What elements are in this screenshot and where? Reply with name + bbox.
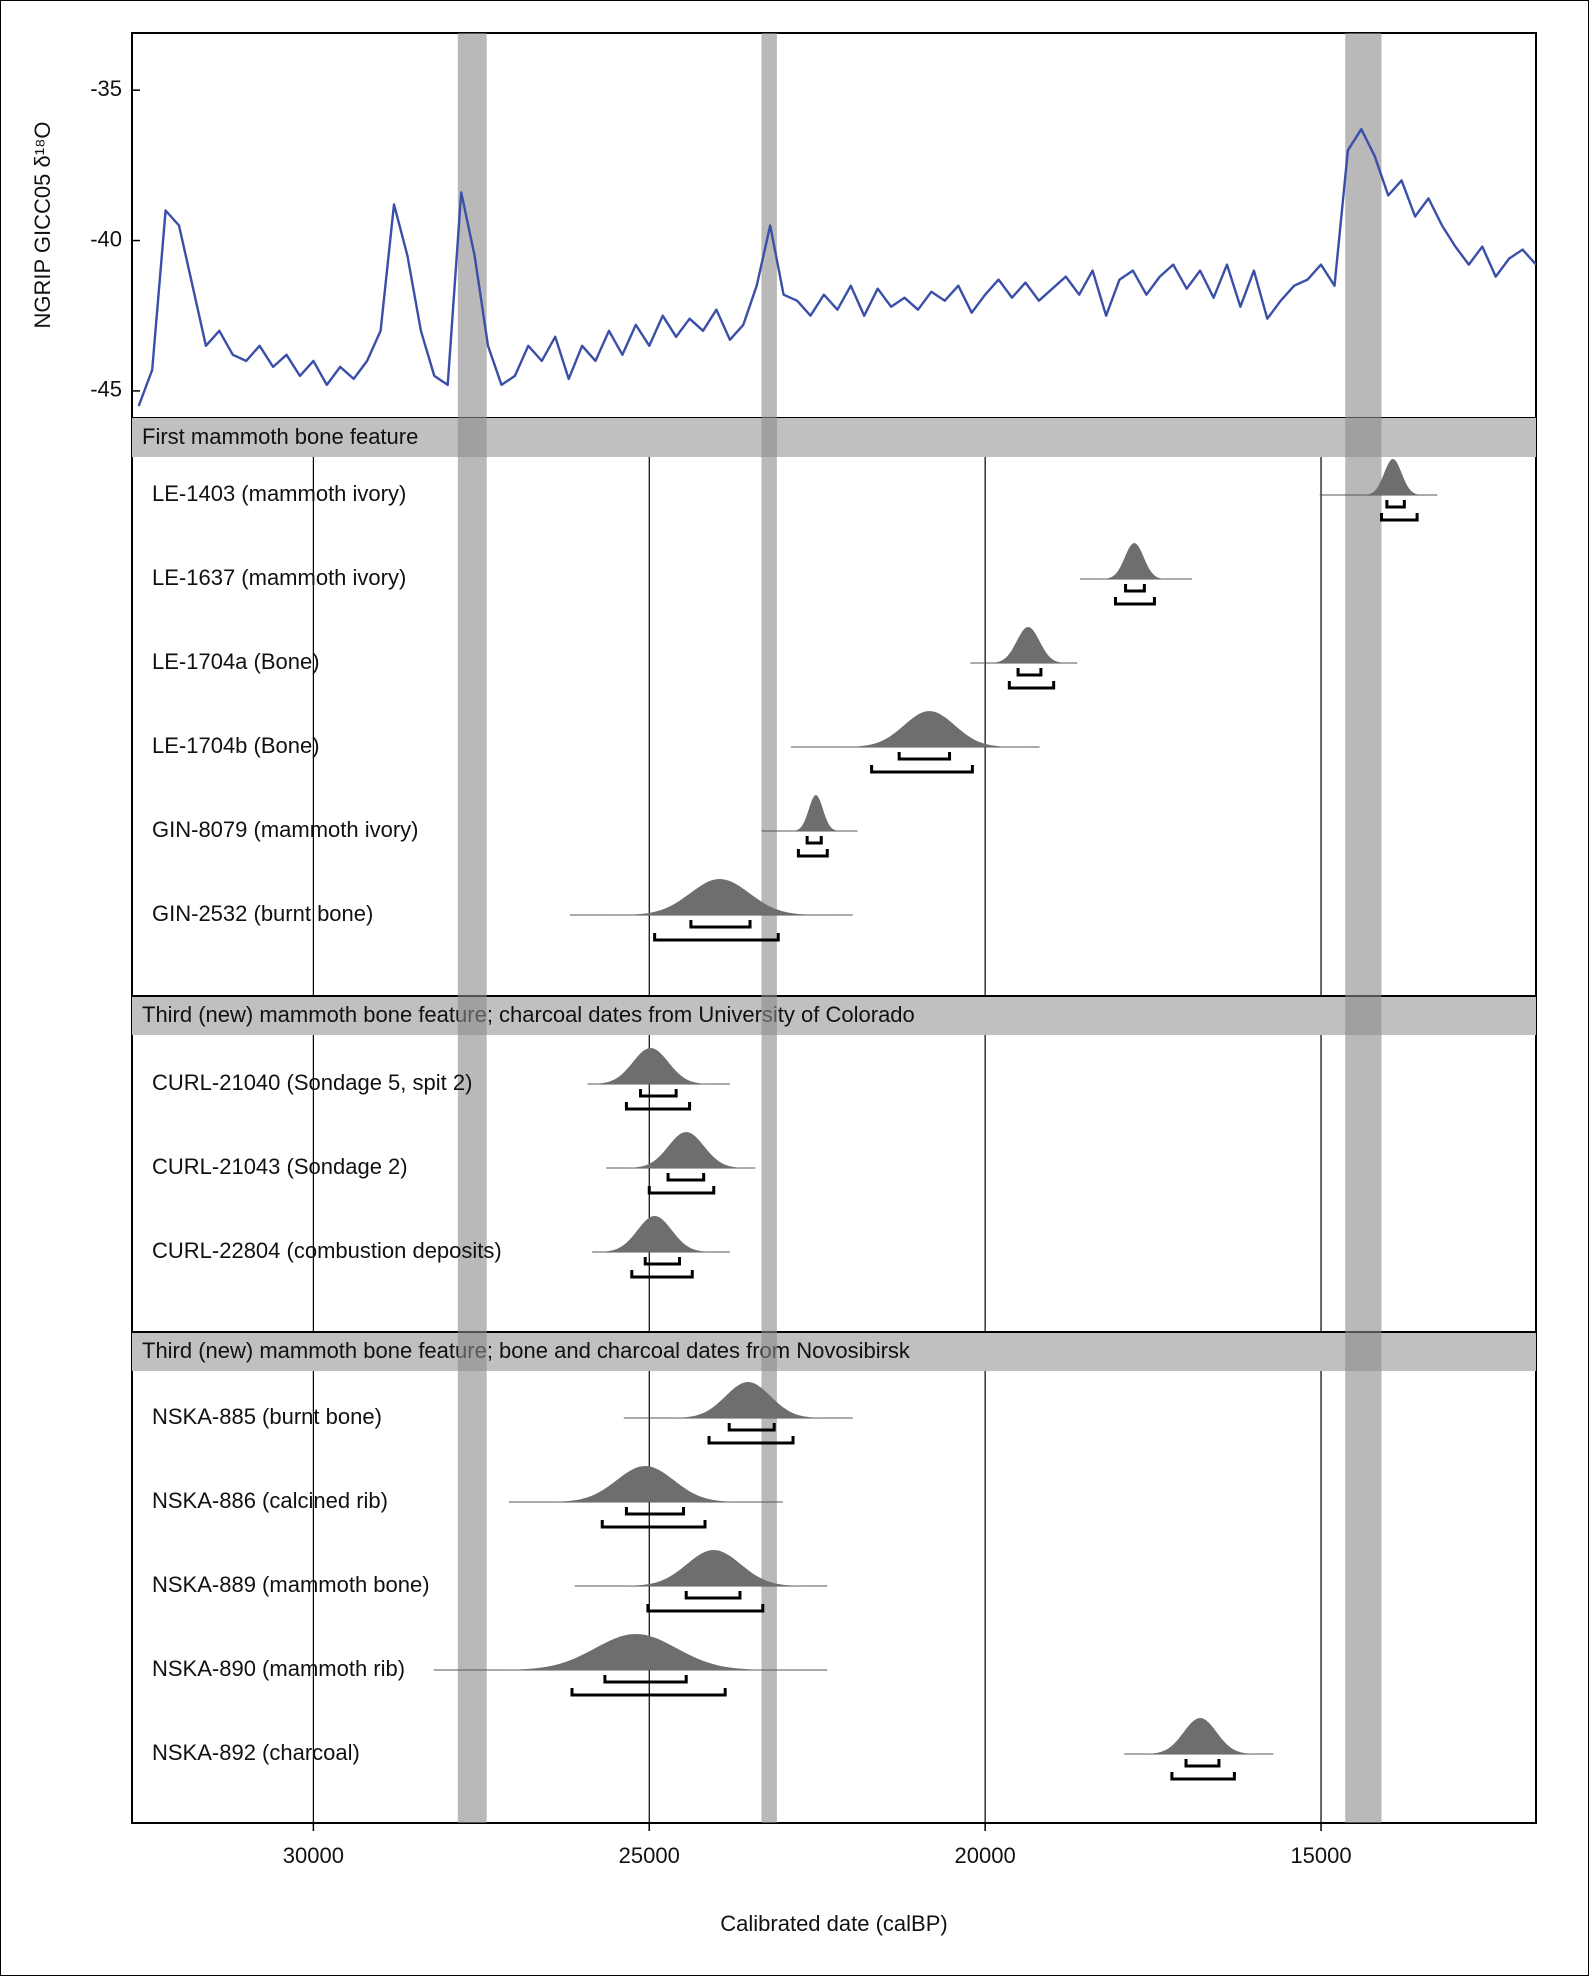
probability-curve: [574, 1550, 828, 1586]
probability-curve: [592, 1216, 730, 1252]
range-bracket: [796, 849, 829, 858]
range-bracket: [624, 1507, 686, 1516]
x-axis-label: Calibrated date (calBP): [720, 1911, 947, 1936]
y-axis-label: NGRIP GICC05 δ¹⁸O: [30, 122, 55, 329]
date-label: NSKA-892 (charcoal): [152, 1740, 360, 1765]
d18o-line: [137, 127, 1536, 407]
y-tick-label: -45: [90, 377, 122, 402]
probability-curve: [1124, 1718, 1274, 1754]
range-bracket: [870, 765, 974, 774]
range-bracket: [570, 1688, 727, 1697]
date-label: NSKA-886 (calcined rib): [152, 1488, 388, 1513]
date-label: CURL-21040 (Sondage 5, spit 2): [152, 1070, 472, 1095]
range-bracket: [1124, 584, 1146, 593]
date-label: NSKA-890 (mammoth rib): [152, 1656, 405, 1681]
range-bracket: [727, 1423, 776, 1432]
probability-curve: [587, 1048, 730, 1084]
probability-curve: [433, 1634, 828, 1670]
range-bracket: [684, 1591, 742, 1600]
range-bracket: [1113, 597, 1156, 606]
y-tick-label: -35: [90, 76, 122, 101]
probability-curve: [606, 1132, 756, 1168]
range-bracket: [666, 1173, 706, 1182]
range-bracket: [805, 836, 823, 845]
date-label: LE-1637 (mammoth ivory): [152, 565, 406, 590]
x-tick-label: 30000: [283, 1843, 344, 1868]
section-header: Third (new) mammoth bone feature; charco…: [142, 1002, 915, 1027]
range-bracket: [689, 920, 752, 929]
date-label: GIN-8079 (mammoth ivory): [152, 817, 419, 842]
background-layer: First mammoth bone feature Third (new) ma…: [131, 32, 1537, 1824]
probability-curve: [623, 1382, 853, 1418]
probability-curve: [970, 627, 1078, 663]
probability-curve: [791, 711, 1040, 747]
band-layer: [457, 33, 1382, 1823]
x-tick-label: 15000: [1290, 1843, 1351, 1868]
range-bracket: [630, 1270, 694, 1279]
range-bracket: [646, 1604, 765, 1613]
range-bracket: [1184, 1759, 1221, 1768]
foreground-layer: -35 -40 -45 LE-1403 (mammoth ivory) LE-1637 …: [90, 76, 1536, 1868]
range-bracket: [1379, 513, 1419, 522]
highlight-band: [457, 33, 487, 1823]
section-header-bar: [132, 996, 1536, 1035]
range-bracket: [707, 1436, 795, 1445]
probability-curve: [1319, 459, 1438, 495]
date-label: CURL-22804 (combustion deposits): [152, 1238, 502, 1263]
range-bracket: [653, 933, 780, 942]
date-label: LE-1403 (mammoth ivory): [152, 481, 406, 506]
date-label: LE-1704b (Bone): [152, 733, 320, 758]
probability-curve: [761, 795, 858, 831]
range-bracket: [603, 1675, 688, 1684]
x-tick-label: 20000: [955, 1843, 1016, 1868]
section-header-bar: [132, 418, 1536, 457]
highlight-band: [761, 33, 777, 1823]
range-bracket: [1170, 1772, 1236, 1781]
date-label: NSKA-885 (burnt bone): [152, 1404, 382, 1429]
range-bracket: [1007, 681, 1056, 690]
section-header-bar: [132, 1332, 1536, 1371]
range-bracket: [1016, 668, 1043, 677]
range-bracket: [624, 1102, 692, 1111]
x-tick-label: 25000: [619, 1843, 680, 1868]
section-header: Third (new) mammoth bone feature; bone a…: [142, 1338, 911, 1363]
range-bracket: [1385, 500, 1406, 509]
probability-curve: [508, 1466, 783, 1502]
range-bracket: [647, 1186, 716, 1195]
highlight-band: [1345, 33, 1382, 1823]
range-bracket: [643, 1257, 681, 1266]
section-header: First mammoth bone feature: [142, 424, 418, 449]
range-bracket: [639, 1089, 678, 1098]
range-bracket: [600, 1520, 707, 1529]
date-label: NSKA-889 (mammoth bone): [152, 1572, 430, 1597]
date-label: CURL-21043 (Sondage 2): [152, 1154, 408, 1179]
date-label: GIN-2532 (burnt bone): [152, 901, 373, 926]
probability-curve: [1079, 543, 1193, 579]
date-label: LE-1704a (Bone): [152, 649, 320, 674]
y-tick-label: -40: [90, 226, 122, 251]
probability-curve: [570, 879, 853, 915]
range-bracket: [897, 752, 952, 761]
